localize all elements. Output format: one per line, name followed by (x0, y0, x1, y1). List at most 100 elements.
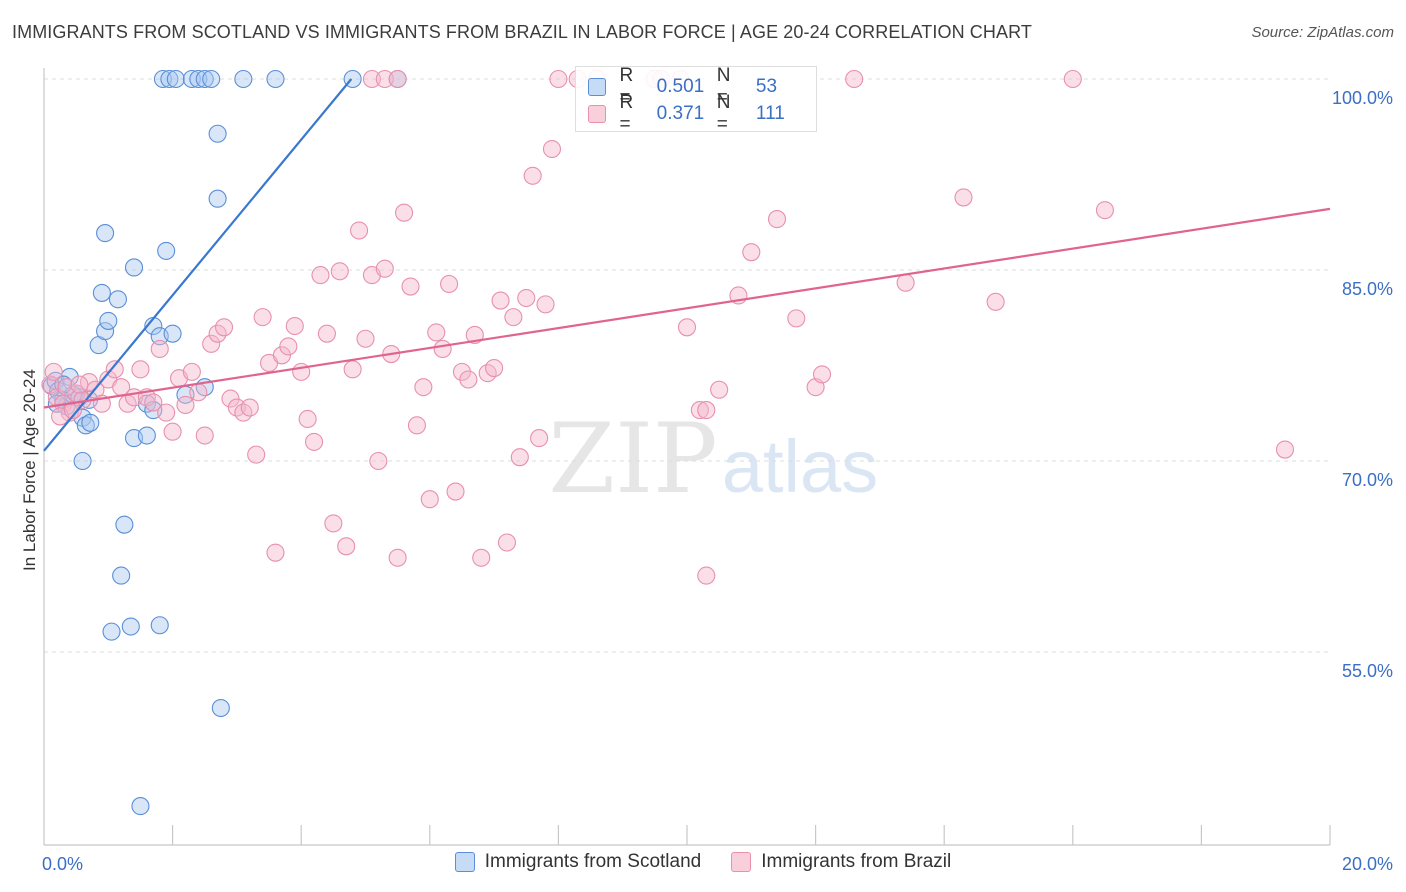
scotland-swatch (454, 852, 475, 872)
correlation-legend: R = 0.501 N = 53 R = 0.371 N = 111 (575, 65, 817, 135)
brazil-point (202, 334, 221, 353)
brazil-point (504, 308, 523, 327)
brazil-point (697, 566, 716, 585)
scotland-point (99, 311, 118, 330)
x-tick-label: 20.0% (1342, 854, 1393, 874)
brazil-point (144, 393, 163, 412)
scotland-point (234, 69, 253, 89)
scotland-point (195, 69, 214, 89)
legend-item-scotland[interactable]: Immigrants from Scotland (454, 851, 702, 873)
scotland-point (115, 515, 134, 534)
brazil-point (427, 323, 446, 342)
brazil-point (375, 259, 394, 278)
brazil-point (388, 548, 407, 567)
x-tick-label: 0.0% (42, 854, 83, 874)
brazil-point (530, 429, 549, 448)
brazil-point (362, 69, 381, 89)
brazil-point (163, 422, 182, 441)
scotland-point (92, 283, 111, 302)
brazil-point (44, 362, 63, 381)
brazil-point (536, 295, 555, 314)
legend-label-brazil: Immigrants from Brazil (761, 851, 952, 872)
brazil-point (767, 210, 787, 229)
brazil-point (446, 482, 465, 501)
brazil-point (221, 389, 240, 408)
brazil-point (356, 329, 375, 348)
brazil-point (465, 325, 484, 344)
brazil-point (375, 69, 394, 89)
brazil-point (285, 316, 304, 336)
brazil-point (182, 362, 201, 381)
brazil-point (157, 403, 176, 422)
brazil-point (812, 365, 832, 384)
brazil-point (420, 490, 439, 509)
brazil-trend-line (43, 207, 1331, 409)
brazil-point (896, 273, 915, 292)
brazil-point (1275, 440, 1295, 459)
scotland-point (208, 124, 227, 143)
brazil-point (247, 445, 266, 464)
brazil-point (459, 370, 478, 389)
scotland-point (102, 622, 121, 641)
brazil-point (710, 380, 729, 399)
brazil-swatch (588, 105, 606, 123)
tick-labels: 100.0% 85.0% 70.0% 55.0% 0.0% 20.0% (42, 88, 1393, 874)
brazil-point (63, 401, 82, 420)
brazil-point (253, 308, 272, 327)
scotland-point (108, 290, 127, 309)
scotland-point (189, 69, 208, 89)
r-label: R = (619, 65, 634, 108)
legend-item-brazil[interactable]: Immigrants from Brazil (731, 851, 951, 873)
brazil-point (517, 288, 536, 308)
scotland-point (124, 258, 144, 277)
brazil-point (176, 395, 195, 415)
scotland-point (166, 69, 185, 89)
r-value: 0.501 (656, 76, 705, 97)
brazil-point (337, 537, 356, 556)
brazil-point (343, 360, 362, 379)
brazil-point (150, 339, 169, 358)
scotland-point (266, 69, 285, 89)
brazil-point (414, 378, 433, 397)
legend-row-brazil: R = 0.371 N = 111 (588, 92, 816, 135)
brazil-point (787, 309, 806, 328)
scotland-point (157, 241, 176, 260)
scotland-point (208, 189, 227, 208)
brazil-point (324, 514, 343, 533)
brazil-point (1095, 201, 1114, 220)
brazil-point (388, 69, 407, 89)
scotland-point (121, 617, 140, 636)
brazil-point (298, 409, 317, 429)
y-tick-label: 55.0% (1342, 661, 1393, 681)
n-label: N = (716, 65, 731, 108)
brazil-point (452, 362, 472, 381)
legend-label-scotland: Immigrants from Scotland (484, 851, 702, 872)
brazil-point (845, 69, 864, 89)
brazil-point (542, 139, 562, 159)
scotland-point (60, 367, 79, 387)
scotland-swatch (588, 78, 606, 96)
brazil-point (742, 243, 761, 262)
brazil-point (317, 324, 336, 343)
brazil-point (497, 533, 517, 552)
brazil-point (305, 432, 324, 451)
brazil-point (395, 203, 414, 222)
brazil-point (549, 69, 568, 89)
trend-lines (43, 78, 1331, 452)
brazil-point (369, 451, 388, 471)
scotland-point (160, 69, 179, 89)
series-legend: Immigrants from Scotland Immigrants from… (0, 851, 1406, 873)
brazil-point (350, 221, 369, 240)
brazil-point (240, 398, 259, 417)
brazil-point (407, 416, 426, 435)
brazil-point (697, 401, 716, 420)
scotland-point (153, 69, 173, 89)
scotland-point (163, 324, 182, 343)
brazil-point (433, 339, 452, 358)
scotland-point (73, 451, 92, 471)
brazil-point (279, 337, 298, 356)
scotland-point (112, 566, 131, 585)
brazil-point (131, 360, 150, 379)
r-value: 0.371 (656, 103, 705, 124)
n-label: N = (716, 92, 731, 135)
